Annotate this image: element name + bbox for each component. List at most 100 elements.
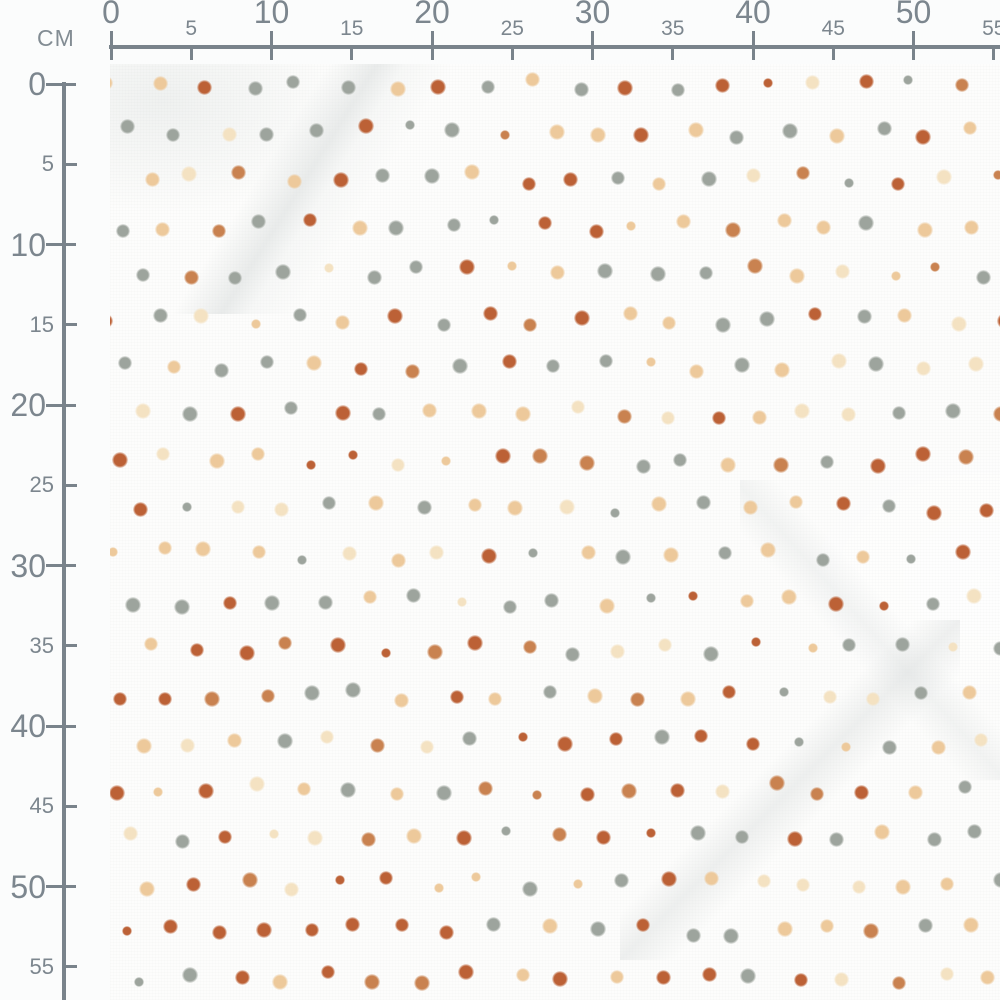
polka-dot-peach	[873, 823, 891, 841]
polka-dot-gray-green	[488, 214, 500, 226]
polka-dot-rust	[395, 918, 409, 932]
left-ruler-label-55: 55	[29, 953, 54, 979]
polka-dot-peach	[820, 919, 834, 933]
left-ruler-tick-35	[63, 644, 77, 648]
polka-dot-rust	[158, 692, 172, 706]
polka-dot-gray-green	[447, 218, 461, 232]
left-ruler-label-35: 35	[29, 632, 54, 658]
polka-dot-cream	[231, 500, 245, 514]
polka-dot-caramel	[523, 640, 537, 654]
top-ruler-tick-50	[912, 31, 915, 60]
polka-dot-caramel	[404, 363, 420, 379]
left-ruler-label-45: 45	[29, 793, 54, 819]
polka-dot-peach	[549, 264, 565, 280]
left-ruler-label-25: 25	[29, 472, 54, 498]
polka-dot-rust	[750, 636, 762, 648]
polka-dot-rust	[494, 447, 512, 465]
polka-dot-gray-green	[653, 728, 671, 746]
polka-dot-gray-green	[881, 739, 897, 755]
polka-dot-gray-green	[649, 265, 667, 283]
polka-dot-gray-green	[374, 167, 390, 183]
top-ruler-tick-55	[992, 46, 996, 60]
polka-dot-gray-green	[296, 554, 308, 566]
left-ruler-label-30: 30	[10, 547, 46, 584]
polka-dot-cream	[134, 402, 152, 420]
polka-dot-gray-green	[166, 128, 180, 142]
polka-dot-peach	[154, 221, 170, 237]
top-ruler-label-35: 35	[661, 17, 685, 40]
polka-dot-gray-green	[317, 594, 333, 610]
polka-dot-cream	[428, 544, 444, 560]
polka-dot-gray-green	[124, 596, 142, 614]
polka-dot-gray-green	[228, 271, 242, 285]
polka-dot-peach	[393, 692, 409, 708]
polka-dot-rust	[223, 596, 237, 610]
polka-dot-cream	[283, 881, 299, 897]
polka-dot-rust	[501, 353, 517, 369]
polka-dot-caramel	[892, 976, 906, 990]
polka-dot-peach	[135, 737, 153, 755]
polka-dot-rust	[712, 411, 726, 425]
polka-dot-rust	[786, 830, 804, 848]
polka-dot-peach	[367, 494, 385, 512]
polka-dot-gray-green	[816, 553, 830, 567]
left-ruler-tick-15	[63, 323, 77, 327]
polka-dot-gray-green	[500, 825, 512, 837]
polka-dot-caramel	[955, 78, 969, 92]
polka-dot-rust	[588, 223, 604, 239]
polka-dot-rust	[914, 445, 932, 463]
polka-dot-cream	[757, 874, 771, 888]
polka-dot-rust	[701, 966, 717, 982]
polka-dot-cream	[571, 400, 585, 414]
top-ruler-tick-5	[189, 46, 193, 60]
polka-dot-gray-green	[404, 119, 416, 131]
polka-dot-cream	[967, 355, 985, 373]
left-ruler-tick-10	[46, 243, 76, 246]
left-ruler-tick-25	[63, 483, 77, 487]
polka-dot-cream	[658, 638, 672, 652]
polka-dot-gray-green	[958, 780, 972, 794]
polka-dot-gray-green	[793, 736, 805, 748]
polka-dot-caramel	[426, 643, 444, 661]
polka-dot-peach	[468, 498, 482, 512]
polka-dot-rust	[379, 871, 393, 885]
polka-dot-cream	[915, 360, 931, 376]
polka-dot-gray-green	[503, 600, 517, 614]
left-ruler-label-10: 10	[10, 226, 46, 263]
top-ruler-label-55: 55	[982, 17, 1000, 40]
left-ruler-label-5: 5	[41, 151, 54, 177]
polka-dot-peach	[226, 732, 242, 748]
polka-dot-gray-green	[543, 592, 559, 608]
polka-dot-peach	[363, 590, 377, 604]
polka-dot-peach	[703, 870, 719, 886]
polka-dot-gray-green	[344, 681, 362, 699]
polka-dot-gray-green	[614, 548, 632, 566]
polka-dot-rust	[616, 79, 634, 97]
polka-dot-caramel	[551, 826, 567, 842]
polka-dot-rust	[722, 685, 736, 699]
polka-dot-rust	[551, 970, 569, 988]
polka-dot-peach	[963, 121, 977, 135]
polka-dot-gray-green	[689, 824, 707, 842]
polka-dot-rust	[914, 128, 932, 146]
polka-dot-rust	[556, 735, 574, 753]
polka-dot-gray-green	[856, 308, 872, 324]
polka-dot-gray-green	[635, 458, 651, 474]
polka-dot-rust	[660, 870, 678, 888]
polka-dot-peach	[586, 687, 604, 705]
polka-dot-cream	[391, 458, 405, 472]
polka-dot-caramel	[531, 789, 543, 801]
polka-dot-rust	[305, 459, 317, 471]
polka-dot-gray-green	[685, 927, 701, 943]
polka-dot-cream	[965, 587, 983, 605]
polka-dot-gray-green	[699, 266, 713, 280]
polka-dot-gray-green	[181, 501, 193, 513]
polka-dot-rust	[538, 216, 552, 230]
top-ruler-label-30: 30	[574, 0, 611, 30]
polka-dot-caramel	[183, 269, 199, 285]
polka-dot-rust	[794, 973, 808, 987]
polka-dot-rust	[457, 963, 475, 981]
polka-dot-rust	[746, 737, 760, 751]
left-ruler-tick-30	[46, 564, 76, 567]
left-ruler-label-15: 15	[29, 311, 54, 337]
